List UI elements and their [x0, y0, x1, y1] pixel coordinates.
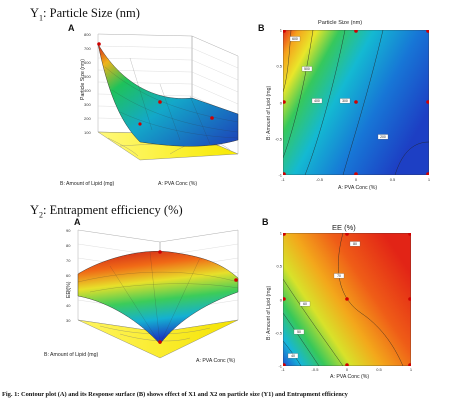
- y-y1-tick: 0: [279, 100, 282, 105]
- contour-label-y1: 400: [314, 99, 320, 103]
- x-axis-label-y1-surface: A: PVA Conc (%): [158, 181, 198, 187]
- x-y1-tick: -0.5: [316, 177, 323, 182]
- panel-label-y1-b: B: [258, 23, 265, 33]
- y-y2-tick: -1: [278, 363, 282, 369]
- z-tick-y2: 90: [66, 228, 71, 233]
- z-tick-y1: 100: [84, 130, 91, 135]
- z-tick-y1: 800: [84, 32, 91, 37]
- z-axis-label-y2: EE (%): [66, 281, 72, 298]
- panel-label-y2-a: A: [74, 217, 81, 227]
- section-title-y1: Y1: Particle Size (nm): [30, 6, 140, 23]
- x-axis-label-y2-contour: A: PVA Conc (%): [330, 374, 370, 380]
- z-tick-y2: 80: [66, 243, 71, 248]
- z-tick-y2: 60: [66, 273, 71, 278]
- y-axis-label-y1-surface: B: Amount of Lipid (mg): [60, 181, 115, 187]
- x-y1-tick: 0.5: [389, 177, 396, 182]
- x-y2-tick: 0.5: [376, 367, 382, 372]
- z-tick-y2: 70: [66, 258, 71, 263]
- y-y2-tick: 1: [279, 230, 282, 236]
- contour-label-y2: 70: [337, 274, 341, 278]
- contour-label-y2: 60: [303, 302, 307, 306]
- contour-label-y2-box: [293, 329, 305, 335]
- contour-label-y1-box: [377, 134, 389, 140]
- contour-label-y2-box: [349, 241, 361, 247]
- x-axis-label-y1-contour: A: PVA Conc (%): [338, 185, 378, 191]
- y-axis-label-y2-surface: B: Amount of Lipid (mg): [44, 352, 99, 358]
- z-tick-y1: 300: [84, 102, 91, 107]
- contour-label-y1: 500: [304, 67, 310, 71]
- z-tick-y1: 200: [84, 116, 91, 121]
- response-surface-y1: [97, 43, 239, 147]
- contour-label-y1: 600: [292, 37, 298, 41]
- y-y2-tick: 0: [279, 297, 282, 302]
- contour-label-y1-box: [339, 98, 351, 104]
- x-ticks-y1-contour: -1 -0.5 0 0.5 1: [281, 177, 431, 183]
- panel-label-y1-a: A: [68, 23, 75, 33]
- contour-label-y2: 80: [353, 242, 357, 246]
- y-y1-tick: 0.5: [276, 63, 282, 69]
- y2-surface-plot: 90 80 70 60 50 40 30: [66, 228, 239, 359]
- contour-label-y2-box: [299, 301, 311, 307]
- y1-surface-plot: 800 700 600 500 400 300 200 100: [84, 32, 239, 161]
- contour-label-y1: 300: [342, 99, 348, 103]
- contour-label-y1-box: [301, 66, 313, 72]
- z-tick-y2: 50: [66, 288, 71, 293]
- y-y2-tick: 0.5: [276, 263, 282, 269]
- contour-label-y2: 50: [297, 330, 301, 334]
- x-y2-tick: -1: [281, 367, 285, 372]
- y2-contour-plot: 70 80 60 50 40: [283, 233, 411, 366]
- y-y1-tick: 1: [279, 27, 282, 33]
- y-y2-tick: -0.5: [275, 330, 282, 336]
- figure-caption: Fig. 1: Contour plot (A) and its Respons…: [2, 391, 348, 398]
- contour-label-y1-box: [289, 36, 301, 42]
- x-y1-tick: 1: [427, 177, 431, 182]
- contour-label-y2-box: [333, 273, 345, 279]
- contour-label-y2-box: [287, 353, 299, 359]
- x-axis-label-y2-surface: A: PVA Conc (%): [196, 358, 236, 364]
- contour-label-y1-box: [311, 98, 323, 104]
- z-tick-y1: 400: [84, 88, 91, 93]
- panel-label-y2-b: B: [262, 217, 269, 227]
- y-axis-label-y2-contour: B: Amount of Lipid (mg): [266, 285, 272, 340]
- y-ticks-y1-contour: 1 0.5 0 -0.5 -1: [274, 27, 282, 178]
- contour-title-y1: Particle Size (nm): [318, 20, 363, 26]
- z-tick-y1: 600: [84, 60, 91, 65]
- x-y2-tick: -0.5: [311, 367, 319, 372]
- y-ticks-y2-contour: 1 0.5 0 -0.5 -1: [274, 230, 282, 369]
- x-y2-tick: 1: [409, 367, 413, 372]
- x-y1-tick: -1: [281, 177, 285, 182]
- section-title-y2: Y2: Entrapment efficiency (%): [30, 203, 183, 220]
- y-y1-tick: -1: [278, 172, 282, 178]
- z-tick-y1: 500: [84, 74, 91, 79]
- x-y2-tick: 0: [345, 367, 349, 372]
- z-tick-y1: 700: [84, 46, 91, 51]
- x-ticks-y2-contour: -1 -0.5 0 0.5 1: [281, 367, 413, 373]
- y-y1-tick: -0.5: [275, 136, 282, 142]
- z-tick-y2: 40: [66, 303, 71, 308]
- contour-label-y1: 200: [380, 135, 386, 139]
- y1-contour-plot: 600 500 400 300 200: [283, 30, 429, 175]
- response-surface-y2: [77, 251, 239, 345]
- z-tick-y2: 30: [66, 318, 71, 323]
- contour-label-y2: 40: [291, 354, 295, 358]
- y-axis-label-y1-contour: B: Amount of Lipid (mg): [266, 85, 272, 140]
- x-y1-tick: 0: [354, 177, 358, 182]
- z-axis-label-y1: Particle Size (nm): [80, 59, 86, 100]
- contour-title-y2: EE (%): [332, 223, 356, 232]
